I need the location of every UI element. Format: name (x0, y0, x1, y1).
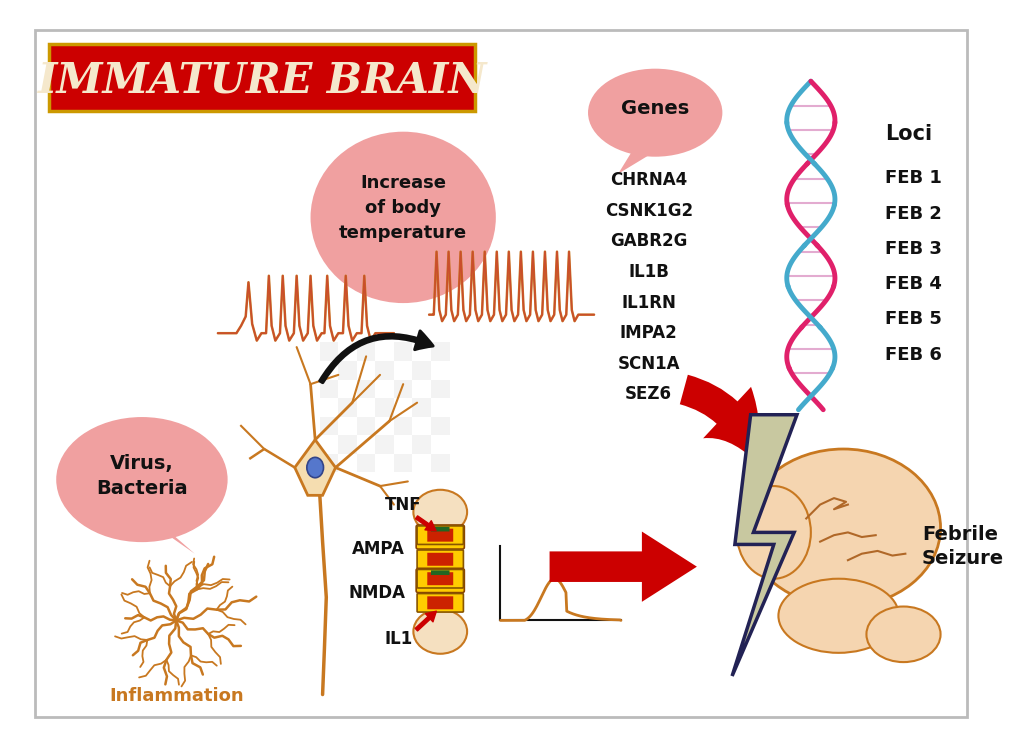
Bar (431, 379, 450, 398)
Text: FEB 1: FEB 1 (885, 170, 942, 187)
Bar (319, 379, 339, 398)
Text: TNF: TNF (384, 495, 422, 514)
Text: NMDA: NMDA (348, 583, 405, 601)
Text: Inflammation: Inflammation (109, 687, 244, 705)
Text: Virus,
Bacteria: Virus, Bacteria (96, 454, 188, 498)
Text: SEZ6: SEZ6 (625, 385, 672, 403)
Ellipse shape (778, 579, 899, 653)
Bar (394, 342, 412, 361)
FancyBboxPatch shape (418, 526, 463, 545)
Bar (319, 453, 339, 472)
Bar (375, 398, 394, 417)
Text: AMPA: AMPA (352, 540, 405, 558)
Text: FEB 5: FEB 5 (885, 310, 942, 328)
Ellipse shape (746, 449, 940, 607)
Text: IMPA2: IMPA2 (620, 324, 677, 342)
Bar (357, 379, 375, 398)
Ellipse shape (413, 610, 467, 654)
FancyBboxPatch shape (418, 594, 463, 612)
Text: GABR2G: GABR2G (610, 232, 687, 250)
Bar (394, 417, 412, 435)
Ellipse shape (737, 486, 811, 579)
FancyBboxPatch shape (431, 527, 450, 531)
FancyArrowPatch shape (550, 532, 697, 602)
Text: SCN1A: SCN1A (618, 355, 680, 373)
Bar (431, 453, 450, 472)
Text: Genes: Genes (621, 99, 690, 119)
FancyBboxPatch shape (417, 568, 464, 592)
Text: FEB 3: FEB 3 (885, 240, 942, 258)
Bar (431, 417, 450, 435)
Bar (431, 342, 450, 361)
Bar (357, 453, 375, 472)
Ellipse shape (306, 457, 324, 478)
Ellipse shape (57, 417, 227, 542)
FancyBboxPatch shape (50, 44, 475, 111)
Text: FEB 4: FEB 4 (885, 275, 942, 293)
Ellipse shape (866, 607, 940, 662)
Bar (394, 453, 412, 472)
FancyBboxPatch shape (417, 525, 464, 549)
FancyBboxPatch shape (418, 569, 463, 588)
Bar (339, 398, 357, 417)
Bar (339, 361, 357, 379)
Bar (319, 417, 339, 435)
FancyArrowPatch shape (416, 516, 436, 531)
Bar (412, 361, 431, 379)
Polygon shape (295, 440, 336, 495)
Bar (357, 342, 375, 361)
Text: Loci: Loci (885, 124, 932, 144)
Polygon shape (618, 149, 649, 174)
Bar (394, 379, 412, 398)
FancyBboxPatch shape (428, 529, 453, 542)
FancyArrowPatch shape (319, 331, 433, 382)
Text: IL1RN: IL1RN (622, 294, 676, 311)
FancyBboxPatch shape (428, 572, 453, 585)
FancyArrowPatch shape (416, 611, 437, 631)
Text: Increase
of body
temperature: Increase of body temperature (339, 174, 467, 242)
FancyBboxPatch shape (431, 571, 450, 575)
Text: IL1: IL1 (384, 630, 412, 648)
Bar (357, 417, 375, 435)
Bar (319, 342, 339, 361)
Text: FEB 2: FEB 2 (885, 205, 942, 223)
FancyArrowPatch shape (679, 375, 759, 460)
FancyBboxPatch shape (428, 596, 453, 610)
Text: FEB 6: FEB 6 (885, 346, 942, 364)
Text: CSNK1G2: CSNK1G2 (605, 202, 693, 220)
Polygon shape (732, 415, 797, 676)
Text: CHRNA4: CHRNA4 (610, 171, 687, 189)
Bar (339, 435, 357, 453)
Text: Febrile
Seizure: Febrile Seizure (922, 525, 1004, 568)
Bar (412, 435, 431, 453)
Bar (412, 398, 431, 417)
FancyBboxPatch shape (428, 553, 453, 565)
Ellipse shape (310, 131, 495, 303)
Text: IMMATURE BRAIN: IMMATURE BRAIN (37, 59, 487, 102)
Ellipse shape (413, 490, 467, 534)
Bar (375, 361, 394, 379)
Polygon shape (167, 534, 195, 554)
Ellipse shape (588, 69, 723, 157)
FancyBboxPatch shape (418, 550, 463, 568)
Bar (375, 435, 394, 453)
Text: IL1B: IL1B (628, 263, 669, 281)
